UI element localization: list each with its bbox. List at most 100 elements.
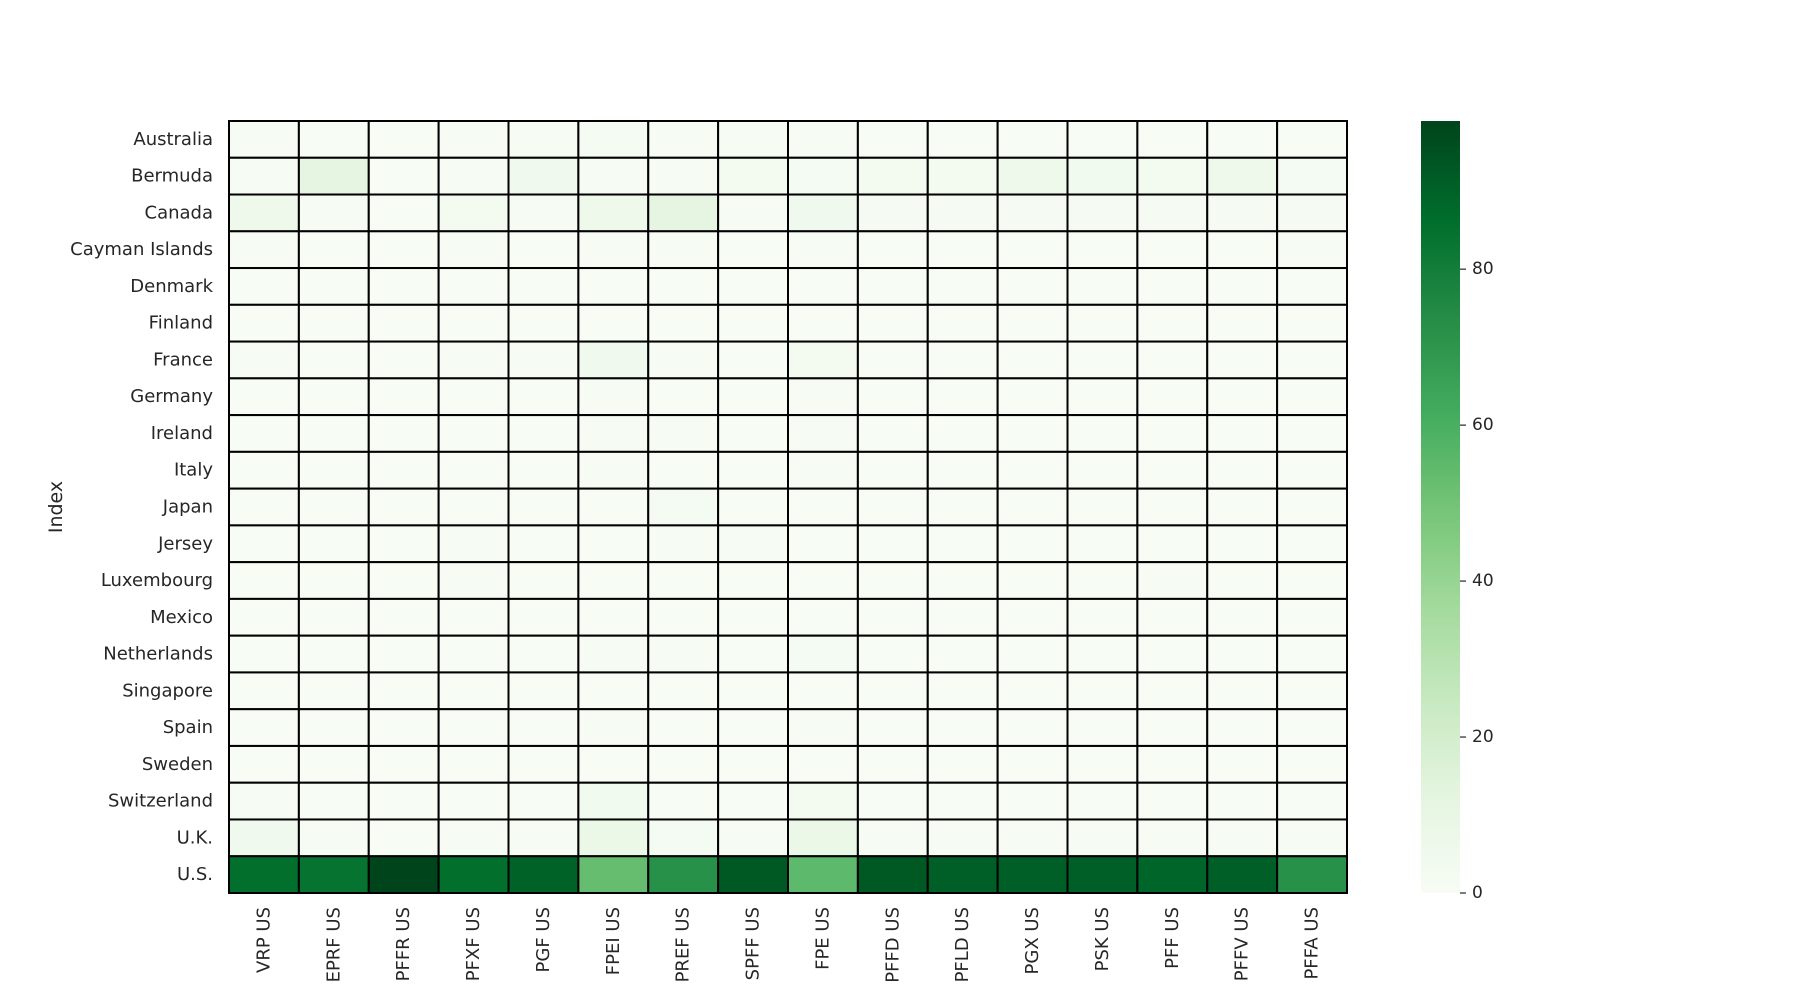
- heatmap-cell: [996, 744, 1069, 784]
- heatmap-cell: [926, 855, 999, 895]
- heatmap-cell: [507, 267, 580, 306]
- x-tick-label: PFLD US: [952, 907, 973, 982]
- heatmap-cell: [1066, 561, 1139, 600]
- heatmap-cell: [787, 450, 859, 490]
- y-tick-label: Australia: [133, 129, 213, 150]
- heatmap-cell: [1206, 781, 1279, 821]
- heatmap-cell: [1206, 267, 1279, 306]
- heatmap-cell: [228, 267, 300, 306]
- heatmap-cell: [647, 708, 720, 747]
- heatmap-cell: [577, 708, 650, 747]
- y-tick-label: Singapore: [122, 680, 213, 701]
- heatmap-cell: [856, 414, 929, 453]
- heatmap-cell: [507, 744, 580, 784]
- heatmap-cell: [717, 671, 789, 711]
- heatmap-cell: [367, 781, 440, 821]
- heatmap-cell: [926, 524, 999, 564]
- heatmap-cell: [437, 818, 510, 858]
- y-tick-label: Bermuda: [131, 166, 213, 187]
- heatmap-cell: [507, 193, 580, 233]
- heatmap-cell: [1066, 597, 1139, 637]
- heatmap-cell: [367, 671, 440, 711]
- heatmap-cell: [577, 671, 650, 711]
- heatmap-cell: [856, 708, 929, 747]
- colorbar-tick-label: 0: [1472, 883, 1483, 903]
- heatmap-cell: [787, 818, 859, 858]
- x-tick-label: EPRF US: [323, 907, 344, 982]
- heatmap-cell: [1066, 487, 1139, 527]
- heatmap-cell: [1136, 303, 1209, 343]
- y-tick-label: Cayman Islands: [70, 239, 213, 260]
- heatmap-cell: [297, 156, 370, 196]
- heatmap-cell: [1066, 303, 1139, 343]
- heatmap-cells: [228, 120, 1348, 895]
- x-tick-label: PFFV US: [1232, 907, 1253, 981]
- heatmap-cell: [577, 450, 650, 490]
- heatmap-cell: [1206, 671, 1279, 711]
- heatmap-cell: [856, 671, 929, 711]
- heatmap-cell: [996, 597, 1069, 637]
- heatmap-cell: [1276, 193, 1348, 233]
- heatmap-cell: [647, 855, 720, 895]
- heatmap-cell: [367, 634, 440, 674]
- heatmap-cell: [1276, 267, 1348, 306]
- heatmap-cell: [647, 156, 720, 196]
- heatmap-cell: [507, 597, 580, 637]
- heatmap-cell: [507, 120, 580, 159]
- heatmap-cell: [367, 855, 440, 895]
- heatmap-cell: [1206, 524, 1279, 564]
- heatmap-cell: [228, 340, 300, 380]
- heatmap-cell: [1276, 487, 1348, 527]
- heatmap-cell: [1136, 340, 1209, 380]
- heatmap-cell: [297, 120, 370, 159]
- heatmap-cell: [787, 193, 859, 233]
- heatmap-cell: [228, 450, 300, 490]
- heatmap-cell: [577, 744, 650, 784]
- heatmap-cell: [228, 855, 300, 895]
- x-tick-label: FPEI US: [603, 907, 624, 975]
- heatmap-cell: [1276, 120, 1348, 159]
- heatmap-cell: [1066, 708, 1139, 747]
- heatmap-cell: [926, 377, 999, 417]
- heatmap-cell: [577, 561, 650, 600]
- heatmap-cell: [926, 340, 999, 380]
- y-tick-label: Luxembourg: [101, 570, 213, 591]
- heatmap-cell: [1206, 377, 1279, 417]
- heatmap-cell: [996, 855, 1069, 895]
- heatmap-cell: [717, 377, 789, 417]
- heatmap-cell: [717, 561, 789, 600]
- y-tick-label: Finland: [149, 313, 213, 334]
- heatmap-cell: [717, 303, 789, 343]
- y-tick-labels: Australia Bermuda Canada Cayman Islands Denm…: [70, 129, 213, 885]
- heatmap-cell: [507, 303, 580, 343]
- heatmap-cell: [1136, 524, 1209, 564]
- heatmap-cell: [1066, 230, 1139, 270]
- heatmap-cell: [1206, 156, 1279, 196]
- heatmap-cell: [1276, 230, 1348, 270]
- heatmap-cell: [1206, 414, 1279, 453]
- heatmap-cell: [367, 487, 440, 527]
- colorbar-tick-label: 80: [1472, 259, 1494, 279]
- y-axis-title: Index: [45, 481, 67, 533]
- heatmap-cell: [507, 487, 580, 527]
- heatmap-cell: [996, 230, 1069, 270]
- heatmap-cell: [228, 377, 300, 417]
- heatmap-cell: [437, 744, 510, 784]
- y-tick-label: U.S.: [177, 864, 213, 885]
- heatmap-cell: [717, 193, 789, 233]
- heatmap-cell: [996, 193, 1069, 233]
- heatmap-cell: [297, 303, 370, 343]
- heatmap-cell: [507, 156, 580, 196]
- heatmap-cell: [647, 818, 720, 858]
- heatmap-cell: [717, 818, 789, 858]
- heatmap-cell: [996, 377, 1069, 417]
- heatmap-cell: [926, 450, 999, 490]
- heatmap-cell: [647, 377, 720, 417]
- heatmap-cell: [297, 597, 370, 637]
- heatmap-cell: [367, 524, 440, 564]
- heatmap-cell: [297, 671, 370, 711]
- x-tick-label: PREF US: [673, 907, 694, 982]
- heatmap-cell: [856, 230, 929, 270]
- y-tick-label: Denmark: [130, 276, 213, 297]
- heatmap-cell: [856, 744, 929, 784]
